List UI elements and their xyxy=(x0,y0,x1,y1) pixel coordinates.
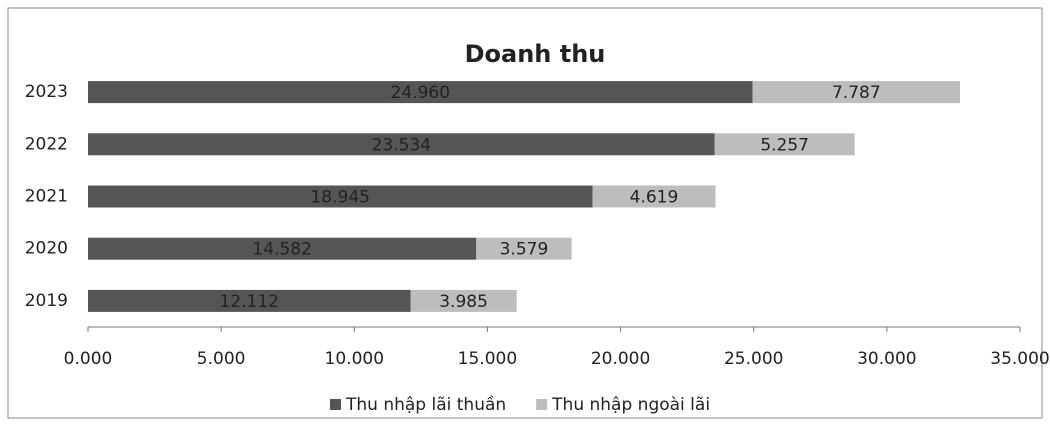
data-label: 3.985 xyxy=(439,292,488,312)
legend-swatch xyxy=(330,399,341,410)
chart-frame xyxy=(7,7,1043,419)
y-tick-label: 2019 xyxy=(25,291,68,311)
bar-segment xyxy=(88,185,593,208)
bar-segment xyxy=(88,133,715,156)
x-tick-label: 10.000 xyxy=(325,349,384,369)
bar-segment xyxy=(476,237,572,260)
data-label: 24.960 xyxy=(391,83,450,103)
y-tick-label: 2020 xyxy=(25,239,68,259)
x-tick-label: 20.000 xyxy=(591,349,650,369)
bar-segment xyxy=(752,81,961,104)
data-label: 3.579 xyxy=(500,240,549,260)
x-tick-label: 35.000 xyxy=(990,349,1049,369)
y-tick-label: 2021 xyxy=(25,187,68,207)
bar-segment xyxy=(88,81,753,104)
bar-segment xyxy=(714,133,855,156)
bar-segment xyxy=(88,289,411,312)
x-tick-label: 30.000 xyxy=(857,349,916,369)
data-label: 23.534 xyxy=(372,135,431,155)
x-tick-label: 5.000 xyxy=(197,349,246,369)
y-tick-label: 2023 xyxy=(25,82,68,102)
data-label: 7.787 xyxy=(832,83,881,103)
legend-swatch xyxy=(536,399,548,410)
data-label: 14.582 xyxy=(252,240,311,260)
data-label: 4.619 xyxy=(630,188,679,208)
x-tick-label: 15.000 xyxy=(458,349,517,369)
legend-label: Thu nhập ngoài lãi xyxy=(551,395,710,415)
y-tick-label: 2022 xyxy=(25,134,68,154)
x-tick-label: 0.000 xyxy=(64,349,113,369)
legend-label: Thu nhập lãi thuần xyxy=(345,394,506,415)
data-label: 18.945 xyxy=(310,188,369,208)
bar-segment xyxy=(88,237,477,260)
chart-title: Doanh thu xyxy=(465,40,606,68)
data-label: 5.257 xyxy=(760,135,809,155)
bar-segment xyxy=(592,185,716,208)
bar-segment xyxy=(410,289,517,312)
data-label: 12.112 xyxy=(220,292,279,312)
x-tick-label: 25.000 xyxy=(724,349,783,369)
